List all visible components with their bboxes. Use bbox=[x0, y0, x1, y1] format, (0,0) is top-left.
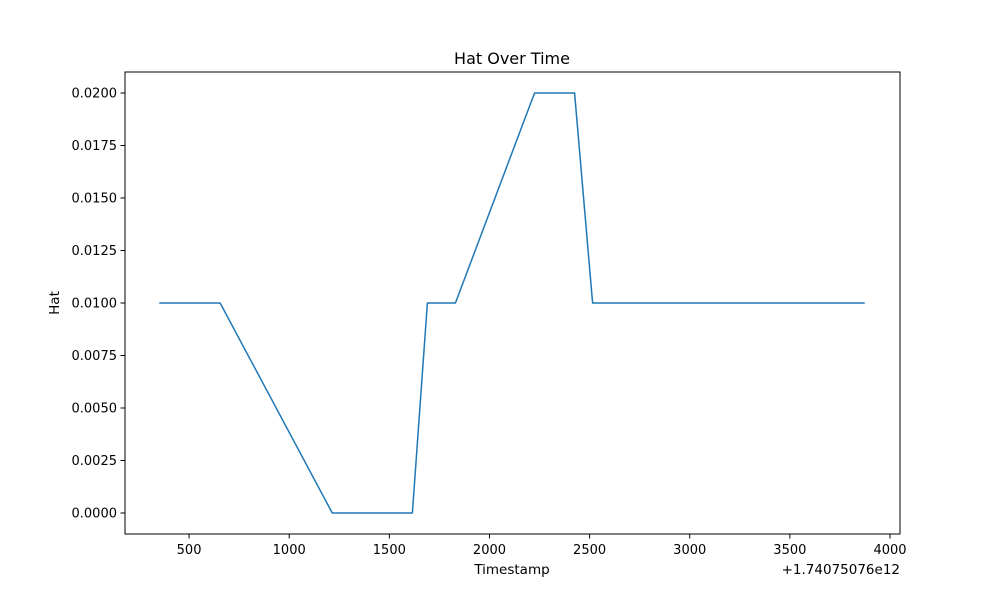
y-tick-label: 0.0100 bbox=[72, 297, 118, 312]
y-tick-label: 0.0000 bbox=[72, 507, 118, 522]
y-tick-label: 0.0025 bbox=[72, 454, 118, 469]
y-axis-label: Hat bbox=[47, 291, 63, 315]
y-tick-label: 0.0050 bbox=[72, 402, 118, 417]
y-tick-label: 0.0150 bbox=[72, 192, 118, 207]
x-tick-label: 3000 bbox=[673, 543, 706, 558]
series-line-0 bbox=[159, 92, 865, 514]
x-tick-label: 4000 bbox=[873, 543, 906, 558]
x-tick-label: 1500 bbox=[373, 543, 406, 558]
y-tick-label: 0.0075 bbox=[72, 349, 118, 364]
x-axis-label: Timestamp bbox=[473, 562, 549, 578]
y-tick-label: 0.0125 bbox=[72, 244, 118, 259]
x-tick-label: 2500 bbox=[573, 543, 606, 558]
series-layer bbox=[159, 92, 865, 514]
y-axis-ticks: 0.0000 0.0025 0.0050 0.0075 0.0100 0.0125 0.01… bbox=[72, 87, 125, 522]
x-tick-label: 3500 bbox=[773, 543, 806, 558]
x-tick-label: 500 bbox=[177, 543, 202, 558]
x-axis-ticks: 500 1000 1500 2000 2500 3000 3500 4000 bbox=[177, 534, 907, 558]
plot-area-frame bbox=[124, 71, 901, 535]
y-tick-label: 0.0175 bbox=[72, 139, 118, 154]
x-tick-label: 2000 bbox=[473, 543, 506, 558]
x-axis-offset-label: +1.74075076e12 bbox=[782, 562, 900, 578]
y-tick-label: 0.0200 bbox=[72, 87, 118, 102]
x-tick-label: 1000 bbox=[273, 543, 306, 558]
chart-title: Hat Over Time bbox=[454, 49, 570, 68]
